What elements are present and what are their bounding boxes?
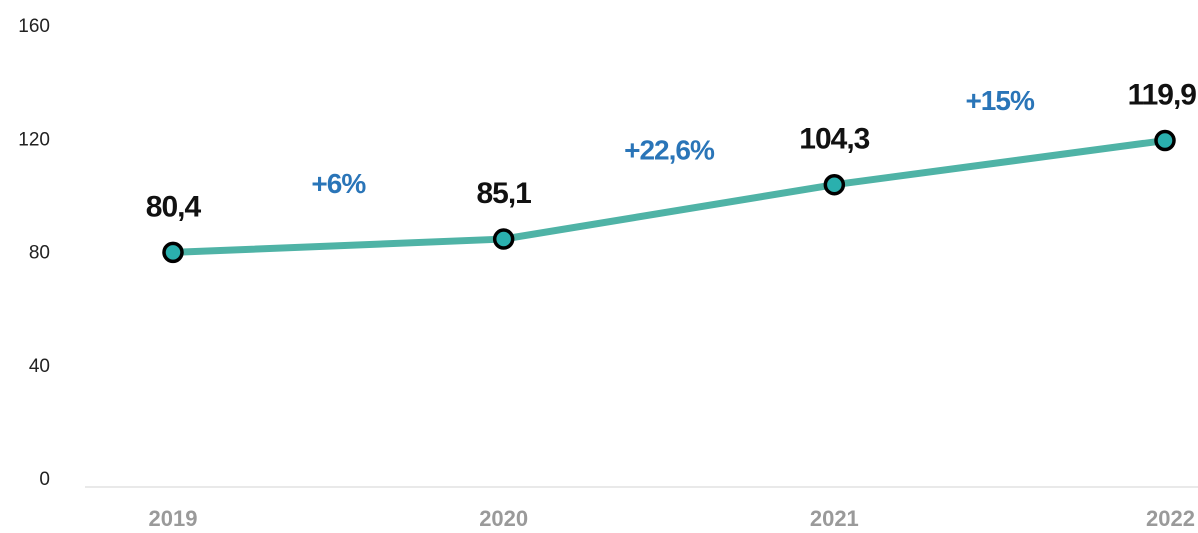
data-point xyxy=(492,228,515,250)
x-tick-label: 2019 xyxy=(149,506,198,531)
data-point xyxy=(162,241,184,264)
y-tick-label: 40 xyxy=(29,356,50,377)
growth-annotation: +6% xyxy=(311,168,366,199)
growth-annotation: +22,6% xyxy=(624,134,715,165)
value-label: 85,1 xyxy=(476,177,531,210)
y-tick-label: 0 xyxy=(39,469,50,490)
x-tick-label: 2022 xyxy=(1146,506,1195,531)
y-tick-label: 80 xyxy=(29,243,50,264)
value-label: 119,9 xyxy=(1128,78,1197,111)
x-tick-label: 2021 xyxy=(810,506,859,531)
data-line xyxy=(172,137,1166,256)
growth-annotation: +15% xyxy=(965,85,1034,116)
data-point xyxy=(823,173,846,196)
value-label: 104,3 xyxy=(799,123,869,156)
value-label: 80,4 xyxy=(146,190,202,223)
x-tick-label: 2020 xyxy=(479,506,528,531)
y-tick-label: 120 xyxy=(18,129,50,150)
data-point xyxy=(1154,129,1176,152)
y-tick-label: 160 xyxy=(18,16,50,37)
